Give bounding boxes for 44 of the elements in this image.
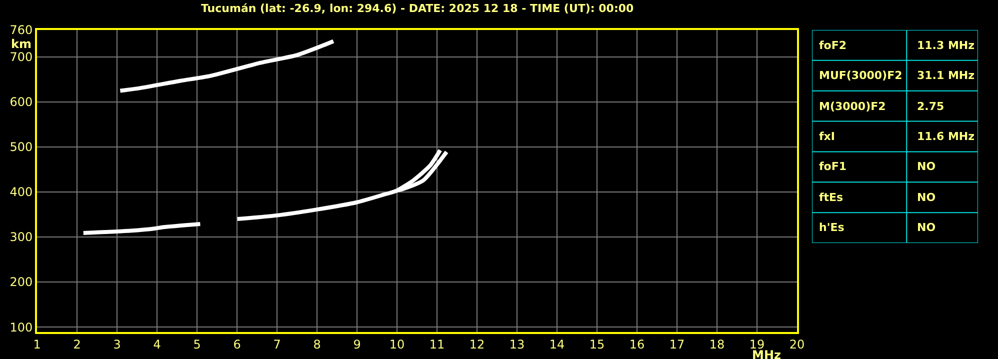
x-tick-label: 12 <box>469 337 485 352</box>
text: M(3000)F2 <box>819 100 886 113</box>
x-tick-label: 17 <box>669 337 685 352</box>
y-tick-label: 760 <box>10 23 33 38</box>
x-tick-label: 4 <box>153 337 161 352</box>
x-tick-label: 5 <box>193 337 201 352</box>
text: MUF(3000)F2 <box>819 69 902 82</box>
x-tick-label: 9 <box>353 337 361 352</box>
text: ftEs <box>819 191 844 204</box>
x-tick-label: 13 <box>509 337 525 352</box>
text: foF2 <box>819 39 847 52</box>
text: 11.6 MHz <box>917 130 975 143</box>
y-tick-label: 600 <box>10 95 33 110</box>
x-tick-label: 11 <box>429 337 445 352</box>
x-tick-label: 2 <box>73 337 81 352</box>
x-tick-label: 20 <box>789 337 805 352</box>
x-tick-label: 15 <box>589 337 605 352</box>
text: NO <box>917 191 936 204</box>
x-tick-label: 16 <box>629 337 645 352</box>
x-tick-label: 14 <box>549 337 565 352</box>
x-tick-label: 10 <box>389 337 405 352</box>
line-series <box>118 39 336 93</box>
y-tick-label: 100 <box>10 320 33 334</box>
text: 11.3 MHz <box>917 39 975 52</box>
text: foF1 <box>819 160 847 173</box>
x-tick-label: 7 <box>273 337 281 352</box>
y-tick-label: 700 <box>10 50 33 64</box>
y-tick-label: 300 <box>10 230 33 244</box>
text: NO <box>917 160 936 173</box>
y-tick-label: 400 <box>10 185 33 200</box>
x-tick-label: 3 <box>113 337 121 352</box>
x-tick-label: 8 <box>313 337 321 352</box>
y-tick-label: 200 <box>10 275 33 290</box>
text: fxI <box>819 130 835 143</box>
y-axis-title: km <box>11 37 32 51</box>
x-tick-label: 6 <box>233 337 241 352</box>
text: 2.75 <box>917 100 944 113</box>
y-tick-label: 500 <box>10 140 33 154</box>
text: NO <box>917 221 936 234</box>
text: h'Es <box>819 221 845 234</box>
x-tick-label: 1 <box>33 337 41 352</box>
x-tick-label: 18 <box>709 337 725 352</box>
text: 31.1 MHz <box>917 69 975 82</box>
chart-title: Tucumán (lat: -26.9, lon: 294.6) - DATE: 2025 12 18 - TIME (UT): 00:00 <box>201 2 634 15</box>
